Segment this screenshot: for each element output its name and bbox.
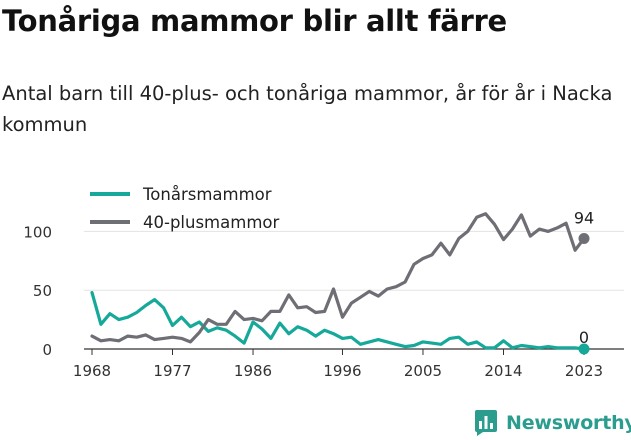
end-point-marker bbox=[578, 232, 590, 244]
x-tick-label: 2014 bbox=[484, 362, 522, 380]
newsworthy-logo-icon bbox=[475, 410, 497, 436]
x-tick-label: 1977 bbox=[153, 362, 191, 380]
legend-label: 40-plusmammor bbox=[143, 213, 279, 232]
legend-label: Tonårsmammor bbox=[142, 185, 272, 204]
y-tick-label: 0 bbox=[42, 341, 52, 359]
page-subtitle: Antal barn till 40-plus- och tonåriga ma… bbox=[2, 82, 613, 136]
legend: Tonårsmammor 40-plusmammor bbox=[90, 185, 279, 232]
grid-lines bbox=[84, 230, 624, 350]
x-tick-label: 1996 bbox=[323, 362, 361, 380]
newsworthy-logo: Newsworthy bbox=[474, 406, 631, 440]
x-tick-label: 1986 bbox=[234, 362, 272, 380]
series-lines bbox=[90, 212, 586, 351]
page-title: Tonåriga mammor blir allt färre bbox=[2, 4, 507, 38]
y-tick-label: 100 bbox=[23, 223, 52, 241]
x-tick-label: 1968 bbox=[73, 362, 111, 380]
series-line-tonarsmammor bbox=[90, 291, 586, 351]
end-point-marker bbox=[578, 343, 590, 355]
y-tick-label: 50 bbox=[33, 282, 52, 300]
end-value-label: 94 bbox=[574, 208, 594, 227]
x-tick-label: 2005 bbox=[404, 362, 442, 380]
series-line-40-plusmammor bbox=[90, 212, 586, 344]
newsworthy-logo-text: Newsworthy bbox=[506, 412, 631, 434]
end-value-label: 0 bbox=[579, 328, 589, 347]
end-labels: 0 94 bbox=[574, 208, 594, 355]
x-tick-label: 2023 bbox=[565, 362, 603, 380]
y-axis-tick-labels: 0 50 100 bbox=[23, 223, 52, 359]
x-axis: 1968 1977 1986 1996 2005 2014 2023 bbox=[73, 349, 603, 380]
